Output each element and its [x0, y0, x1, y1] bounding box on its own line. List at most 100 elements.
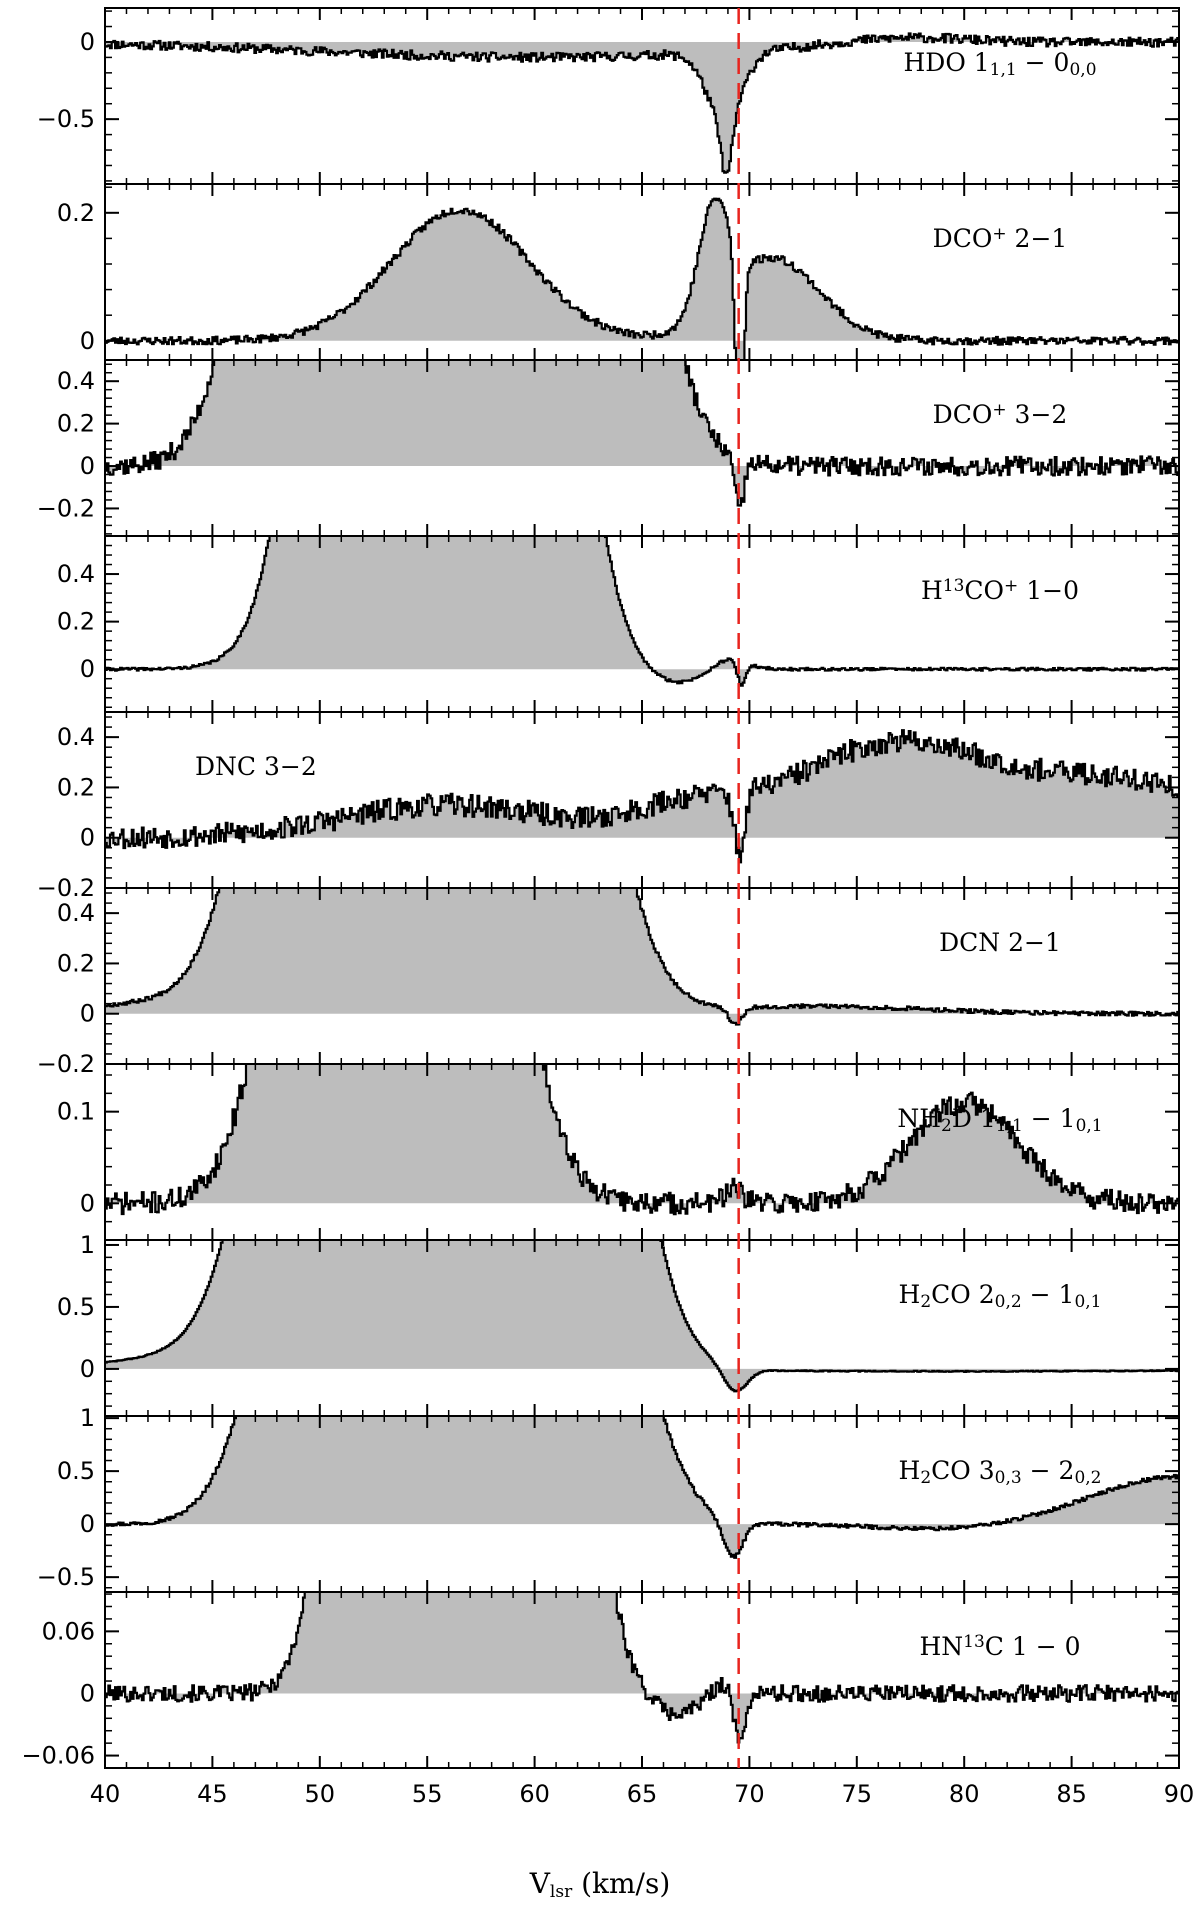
spectrum-clip-group [105, 197, 1179, 360]
panel-frame [104, 183, 1180, 361]
y-tick-label: −0.2 [37, 1050, 95, 1078]
y-tick-label: −0.5 [37, 105, 95, 133]
panel-content [105, 1416, 1179, 1559]
y-tick-label: 0.2 [57, 949, 95, 977]
y-tick-label: 0.2 [57, 608, 95, 636]
spectrum-line [105, 360, 1179, 507]
y-tick-label: 0.4 [57, 367, 95, 395]
y-tick-label: 0.4 [57, 899, 95, 927]
y-tick-label: −0.2 [37, 874, 95, 902]
spectrum-panel-5: −0.2 0 0.2 0.4 DNC 3−2 [37, 711, 1180, 902]
x-tick-label: 70 [734, 1780, 765, 1808]
spectrum-panel-10: −0.06 0 0.06 HN13C 1 − 0 [21, 1591, 1180, 1770]
spectrum-fill [105, 1240, 1179, 1392]
y-tick-label: 0 [80, 655, 95, 683]
y-tick-label: −0.06 [21, 1742, 95, 1770]
x-axis: 40 45 50 55 60 65 70 75 80 85 90 [90, 1780, 1195, 1808]
spectrum-line [105, 729, 1179, 864]
y-tick-label: 1 [80, 1231, 95, 1259]
spectrum-fill [105, 536, 1179, 686]
spectrum-fill [105, 198, 1179, 360]
spectrum-line [105, 1592, 1179, 1744]
y-tick-label: 0.5 [57, 1457, 95, 1485]
spectrum-panel-6: −0.2 0 0.2 0.4 DCN 2−1 [37, 887, 1180, 1078]
spectrum-clip-group [105, 1416, 1179, 1559]
panel-frame [104, 7, 1180, 185]
panel-content [105, 1240, 1179, 1393]
panel-content [105, 536, 1179, 687]
spectrum-panel-9: −0.5 0 0.5 1 H2CO 30,3 − 20,2 [37, 1404, 1180, 1593]
y-tick-label: 0.4 [57, 560, 95, 588]
spectrum-label: H2CO 30,3 − 20,2 [899, 1456, 1102, 1488]
y-tick-label: 0 [80, 1355, 95, 1383]
x-tick-label: 65 [627, 1780, 658, 1808]
panel-content [105, 888, 1179, 1026]
spectrum-line [105, 888, 1179, 1026]
panel-content [105, 1064, 1179, 1216]
y-tick-label: 0 [80, 824, 95, 852]
spectrum-fill [105, 730, 1179, 863]
spectrum-label: NH2D 11,1 − 10,1 [897, 1104, 1102, 1136]
x-axis-label: Vlsr (km/s) [529, 1867, 671, 1902]
spectrum-clip-group [105, 360, 1179, 507]
spectrum-label: H13CO+ 1−0 [921, 576, 1079, 605]
y-tick-label: −0.2 [37, 494, 95, 522]
x-tick-label: 75 [842, 1780, 873, 1808]
panel-content [105, 360, 1179, 507]
spectrum-label: DCN 2−1 [939, 928, 1061, 957]
spectrum-label: DNC 3−2 [195, 752, 317, 781]
spectrum-panel-4: 0 0.2 0.4 H13CO+ 1−0 [57, 535, 1180, 713]
spectrum-clip-group [105, 1592, 1179, 1744]
panel-content [105, 197, 1179, 360]
x-tick-label: 90 [1164, 1780, 1195, 1808]
y-tick-label: 0.4 [57, 723, 95, 751]
y-tick-label: 0.06 [42, 1617, 95, 1645]
y-tick-label: 0 [80, 28, 95, 56]
spectrum-clip-group [105, 729, 1179, 864]
spectrum-line [105, 197, 1179, 360]
x-tick-label: 55 [412, 1780, 443, 1808]
panel-content [105, 1592, 1179, 1744]
spectrum-panel-1: 0 −0.5 HDO 11,1 − 00,0 [37, 7, 1180, 185]
y-tick-label: 0.2 [57, 199, 95, 227]
y-tick-label: 0 [80, 452, 95, 480]
spectrum-panel-8: 0 0.5 1 H2CO 20,2 − 10,1 [57, 1231, 1180, 1417]
x-tick-label: 50 [305, 1780, 336, 1808]
spectrum-line [105, 536, 1179, 687]
x-tick-label: 60 [519, 1780, 550, 1808]
spectrum-line [105, 1416, 1179, 1559]
y-tick-label: 0.2 [57, 773, 95, 801]
y-tick-label: 0 [80, 327, 95, 355]
spectrum-clip-group [105, 1240, 1179, 1393]
spectrum-clip-group [105, 536, 1179, 687]
y-tick-label: 0 [80, 1510, 95, 1538]
y-tick-label: 0 [80, 1000, 95, 1028]
spectrum-label: DCO+ 2−1 [933, 224, 1068, 253]
x-tick-label: 40 [90, 1780, 121, 1808]
spectrum-clip-group [105, 1064, 1179, 1216]
panel-content [105, 32, 1179, 174]
spectrum-label: H2CO 20,2 − 10,1 [899, 1280, 1102, 1312]
spectrum-clip-group [105, 888, 1179, 1026]
x-tick-label: 85 [1056, 1780, 1087, 1808]
spectrum-fill [105, 360, 1179, 506]
y-tick-label: 0.5 [57, 1293, 95, 1321]
y-tick-label: 0 [80, 1189, 95, 1217]
spectrum-fill [105, 33, 1179, 173]
y-tick-label: 0.2 [57, 410, 95, 438]
x-tick-label: 45 [197, 1780, 228, 1808]
y-tick-label: −0.5 [37, 1563, 95, 1591]
spectrum-fill [105, 888, 1179, 1025]
spectrum-line [105, 32, 1179, 174]
y-tick-label: 0.1 [57, 1098, 95, 1126]
spectrum-panel-3: −0.2 0 0.2 0.4 DCO+ 3−2 [37, 359, 1180, 537]
panel-content [105, 729, 1179, 864]
spectrum-clip-group [105, 32, 1179, 174]
panel-stack: 0 −0.5 HDO 11,1 − 00,0 0 0.2 DCO+ 2−1 −0.2 0 0.2… [21, 7, 1180, 1770]
spectrum-label: DCO+ 3−2 [933, 400, 1068, 429]
spectrum-label: HDO 11,1 − 00,0 [903, 48, 1096, 80]
x-tick-label: 80 [949, 1780, 980, 1808]
y-tick-label: 1 [80, 1404, 95, 1432]
spectrum-line [105, 1064, 1179, 1216]
